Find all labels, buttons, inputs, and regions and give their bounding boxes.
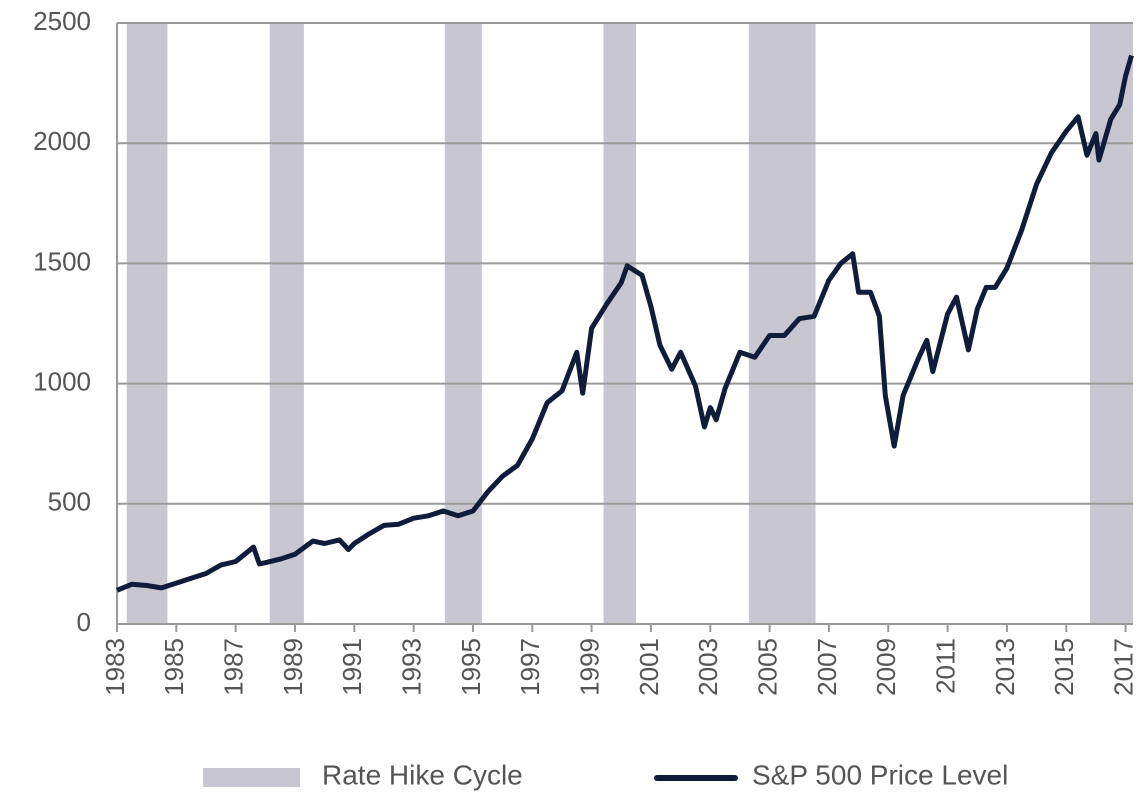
x-tick-label: 1991 <box>337 638 367 696</box>
x-tick-label: 2011 <box>930 638 960 694</box>
y-tick-label: 1000 <box>33 366 91 396</box>
legend-label: Rate Hike Cycle <box>322 759 523 790</box>
x-tick-label: 2017 <box>1108 638 1138 696</box>
x-tick-label: 1995 <box>456 638 486 696</box>
rate-hike-band <box>603 23 637 624</box>
legend-label: S&P 500 Price Level <box>752 759 1008 790</box>
y-tick-label: 1500 <box>33 246 91 276</box>
x-tick-label: 1983 <box>100 638 130 696</box>
rate-hike-band <box>269 23 304 624</box>
x-tick-label: 1987 <box>219 638 249 696</box>
y-tick-label: 2000 <box>33 126 91 156</box>
x-tick-label: 2009 <box>871 638 901 696</box>
x-tick-label: 1989 <box>278 638 308 696</box>
x-tick-label: 2003 <box>693 638 723 696</box>
rate-hike-band <box>748 23 816 624</box>
x-tick-label: 1985 <box>159 638 189 696</box>
x-tick-label: 2001 <box>634 638 664 696</box>
y-tick-label: 0 <box>77 607 91 637</box>
y-tick-label: 500 <box>48 487 91 517</box>
x-tick-label: 2005 <box>752 638 782 696</box>
rate-hike-band <box>1089 23 1133 624</box>
y-tick-label: 2500 <box>33 6 91 36</box>
rate-hike-band <box>126 23 168 624</box>
x-tick-label: 2013 <box>990 638 1020 696</box>
rate-hike-band <box>444 23 482 624</box>
price-line <box>116 54 1134 593</box>
x-tick-label: 2015 <box>1049 638 1079 696</box>
legend-swatch <box>203 768 300 787</box>
x-tick-label: 1999 <box>575 638 605 696</box>
x-tick-label: 1997 <box>515 638 545 696</box>
x-tick-label: 2007 <box>812 638 842 696</box>
x-tick-label: 1993 <box>397 638 427 696</box>
